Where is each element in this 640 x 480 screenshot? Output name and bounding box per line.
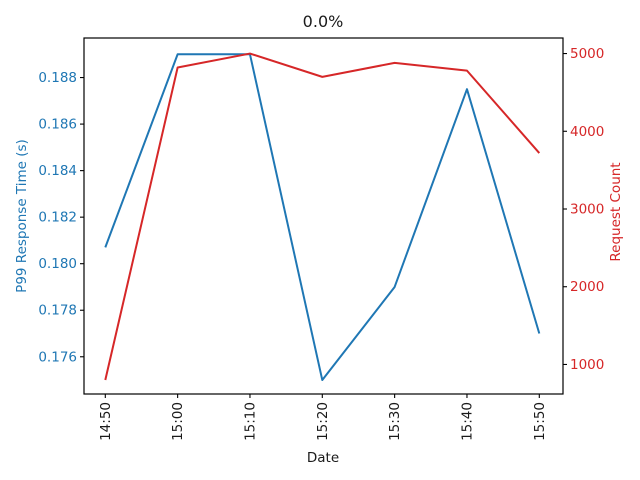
x-tick-label: 15:40 (459, 402, 475, 441)
x-tick-label: 15:50 (532, 402, 548, 441)
left-tick-label: 0.176 (38, 349, 77, 365)
right-tick-label: 2000 (570, 279, 604, 295)
x-axis-label: Date (306, 450, 340, 466)
request-count-line (104, 52, 541, 381)
left-axis-label: P99 Response Time (s) (14, 139, 30, 293)
right-tick-label: 3000 (570, 202, 604, 218)
x-tick-label: 14:50 (98, 402, 114, 441)
left-tick-label: 0.184 (38, 163, 77, 179)
right-tick-label: 1000 (570, 357, 604, 373)
x-tick-label: 15:00 (170, 402, 186, 441)
left-tick-label: 0.188 (38, 70, 77, 86)
left-tick-label: 0.180 (38, 256, 77, 272)
p99-response-time-line (104, 53, 541, 382)
chart-title: 0.0% (302, 12, 344, 31)
left-tick-label: 0.178 (38, 303, 77, 319)
x-tick-label: 15:10 (242, 402, 258, 441)
right-tick-label: 4000 (570, 124, 604, 140)
right-axis-label: Request Count (608, 162, 624, 262)
left-tick-label: 0.182 (38, 210, 77, 226)
right-tick-label: 5000 (570, 46, 604, 62)
x-tick-label: 15:20 (315, 402, 331, 441)
plot-spines (83, 37, 564, 395)
left-tick-label: 0.186 (38, 117, 77, 133)
x-tick-label: 15:30 (387, 402, 403, 441)
